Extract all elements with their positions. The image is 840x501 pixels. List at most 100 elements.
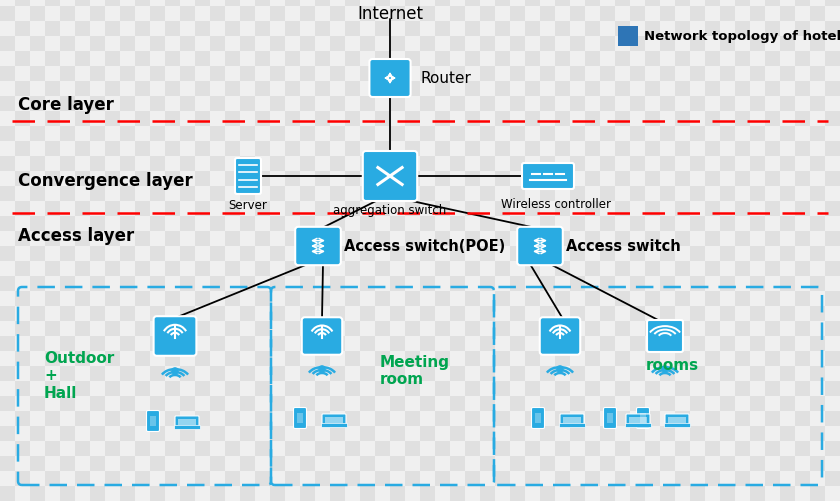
Bar: [795, 261, 810, 276]
Bar: [210, 216, 225, 231]
Bar: [135, 126, 150, 141]
Bar: [270, 216, 285, 231]
Bar: [300, 0, 315, 6]
Bar: [465, 366, 480, 381]
Bar: [600, 51, 615, 66]
Bar: [150, 6, 165, 21]
Bar: [585, 81, 600, 96]
Bar: [570, 96, 585, 111]
Bar: [585, 276, 600, 291]
Bar: [570, 351, 585, 366]
Bar: [675, 36, 690, 51]
Bar: [90, 6, 105, 21]
Bar: [345, 186, 360, 201]
Bar: [510, 411, 525, 426]
Bar: [525, 456, 540, 471]
Bar: [585, 66, 600, 81]
Bar: [420, 231, 435, 246]
Bar: [750, 306, 765, 321]
Bar: [435, 351, 450, 366]
Bar: [495, 276, 510, 291]
Bar: [435, 81, 450, 96]
Bar: [30, 306, 45, 321]
Bar: [750, 246, 765, 261]
Bar: [450, 231, 465, 246]
Bar: [75, 366, 90, 381]
Bar: [510, 246, 525, 261]
Bar: [705, 441, 720, 456]
Bar: [810, 381, 825, 396]
Bar: [540, 261, 555, 276]
Bar: [705, 201, 720, 216]
Bar: [625, 423, 651, 427]
Bar: [450, 321, 465, 336]
Text: Meeting
room: Meeting room: [380, 355, 450, 387]
Bar: [315, 171, 330, 186]
Bar: [15, 216, 30, 231]
Bar: [645, 81, 660, 96]
Bar: [735, 441, 750, 456]
Bar: [645, 6, 660, 21]
Bar: [90, 411, 105, 426]
Bar: [750, 471, 765, 486]
Bar: [180, 486, 195, 501]
Bar: [435, 291, 450, 306]
Bar: [720, 186, 735, 201]
Bar: [75, 441, 90, 456]
Bar: [495, 291, 510, 306]
Bar: [690, 441, 705, 456]
Bar: [705, 21, 720, 36]
Bar: [795, 291, 810, 306]
Bar: [405, 231, 420, 246]
Bar: [570, 276, 585, 291]
Bar: [240, 66, 255, 81]
Bar: [735, 381, 750, 396]
Bar: [645, 171, 660, 186]
Bar: [285, 366, 300, 381]
Bar: [660, 171, 675, 186]
Bar: [15, 411, 30, 426]
FancyBboxPatch shape: [293, 407, 307, 428]
Bar: [345, 396, 360, 411]
Bar: [645, 156, 660, 171]
Bar: [225, 441, 240, 456]
Circle shape: [172, 368, 178, 374]
Bar: [300, 426, 315, 441]
Bar: [510, 186, 525, 201]
Bar: [210, 111, 225, 126]
Bar: [675, 216, 690, 231]
Bar: [645, 216, 660, 231]
Bar: [60, 471, 75, 486]
Bar: [825, 411, 840, 426]
Bar: [105, 201, 120, 216]
Bar: [435, 171, 450, 186]
Bar: [180, 96, 195, 111]
Bar: [495, 36, 510, 51]
Bar: [615, 291, 630, 306]
Bar: [645, 336, 660, 351]
Text: Core layer: Core layer: [18, 96, 114, 114]
Bar: [645, 471, 660, 486]
Bar: [765, 141, 780, 156]
Bar: [375, 36, 390, 51]
Bar: [810, 291, 825, 306]
Bar: [150, 201, 165, 216]
Bar: [315, 156, 330, 171]
Bar: [45, 126, 60, 141]
Bar: [690, 261, 705, 276]
Bar: [465, 0, 480, 6]
Bar: [525, 111, 540, 126]
Bar: [150, 21, 165, 36]
Bar: [270, 291, 285, 306]
Bar: [525, 36, 540, 51]
Bar: [780, 6, 795, 21]
Bar: [240, 381, 255, 396]
Bar: [375, 66, 390, 81]
Bar: [630, 471, 645, 486]
Bar: [60, 186, 75, 201]
Bar: [420, 321, 435, 336]
Bar: [510, 351, 525, 366]
Bar: [555, 276, 570, 291]
Bar: [450, 141, 465, 156]
Bar: [360, 36, 375, 51]
